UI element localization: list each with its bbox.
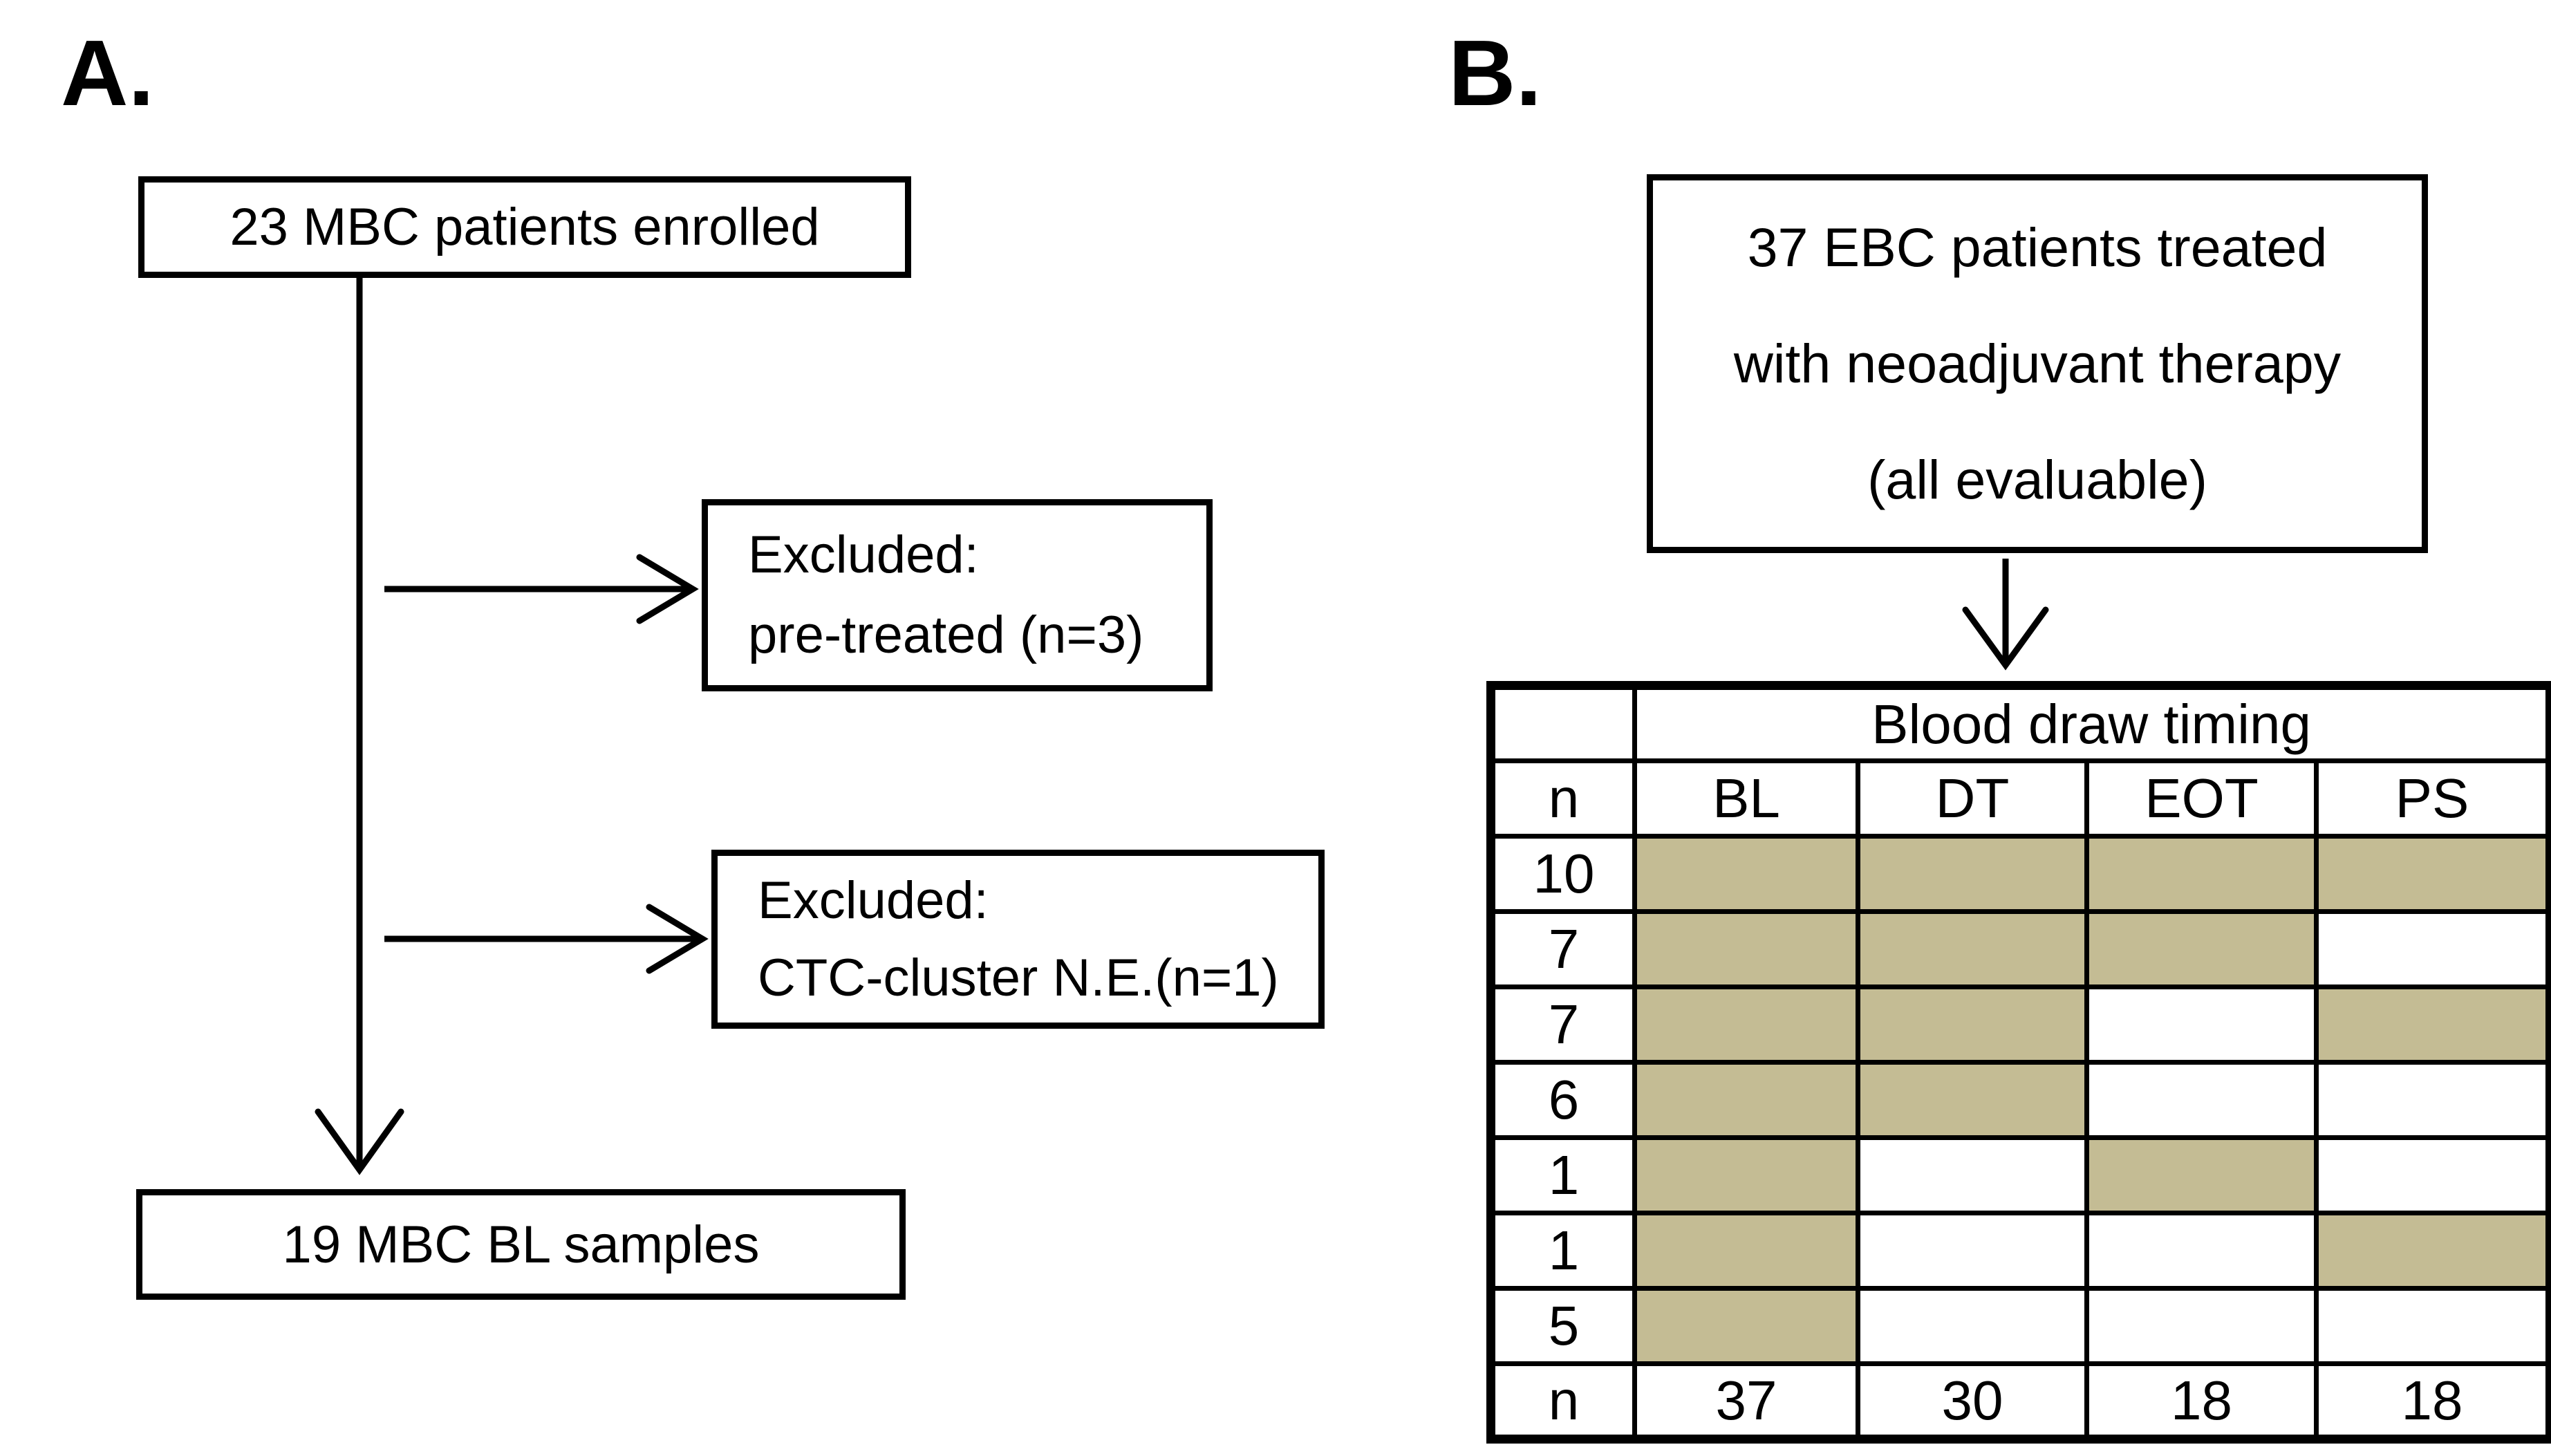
draw-available-cell xyxy=(2084,909,2319,989)
draw-missing-cell xyxy=(2313,1286,2551,1366)
totals-value-cell: 37 xyxy=(1632,1361,1860,1441)
draw-available-cell xyxy=(2084,1135,2319,1215)
draw-available-cell xyxy=(1632,834,1860,914)
draw-missing-cell xyxy=(2313,909,2551,989)
ebc-patients-line1: 37 EBC patients treated xyxy=(1747,216,2328,278)
draw-available-cell xyxy=(1856,984,2089,1065)
excluded-ctc-cluster-line1: Excluded: xyxy=(758,870,989,930)
totals-value-cell: 30 xyxy=(1856,1361,2089,1441)
column-header-row: n BL DT EOT PS xyxy=(1488,758,2551,839)
draw-missing-cell xyxy=(2084,984,2319,1065)
group-count-cell: 6 xyxy=(1488,1060,1637,1140)
draw-missing-cell xyxy=(2084,1211,2319,1291)
patient-group-row: 7 xyxy=(1488,909,2551,989)
bl-samples-box-text: 19 MBC BL samples xyxy=(282,1215,760,1274)
arrowhead-to-excluded-1 xyxy=(636,554,699,624)
ebc-patients-box: 37 EBC patients treated with neoadjuvant… xyxy=(1647,174,2428,553)
arrowhead-down-panel-a xyxy=(315,1108,404,1175)
draw-available-cell xyxy=(2313,984,2551,1065)
totals-value-cell: 18 xyxy=(2313,1361,2551,1441)
excluded-pretreated-box: Excluded: pre-treated (n=3) xyxy=(702,499,1213,691)
draw-available-cell xyxy=(1856,834,2089,914)
excluded-pretreated-line2: pre-treated (n=3) xyxy=(748,606,1144,664)
group-count-cell: 5 xyxy=(1488,1286,1637,1366)
group-count-cell: 10 xyxy=(1488,834,1637,914)
ebc-patients-line2: with neoadjuvant therapy xyxy=(1733,333,2342,394)
table-corner-cell xyxy=(1488,683,1637,763)
draw-available-cell xyxy=(2084,834,2319,914)
enrolled-box-text: 23 MBC patients enrolled xyxy=(230,198,820,256)
arrowhead-to-excluded-2 xyxy=(646,904,709,974)
column-header-dt: DT xyxy=(1856,758,2089,839)
column-header-eot: EOT xyxy=(2084,758,2319,839)
draw-available-cell xyxy=(2313,1211,2551,1291)
excluded-pretreated-line1: Excluded: xyxy=(748,525,979,584)
draw-missing-cell xyxy=(2084,1286,2319,1366)
patient-group-row: 6 xyxy=(1488,1060,2551,1140)
group-count-cell: 7 xyxy=(1488,984,1637,1065)
draw-missing-cell xyxy=(1856,1211,2089,1291)
draw-missing-cell xyxy=(2313,1060,2551,1140)
draw-available-cell xyxy=(1632,1060,1860,1140)
draw-missing-cell xyxy=(1856,1135,2089,1215)
arrowhead-down-panel-b xyxy=(1962,606,2049,671)
patient-group-row: 10 xyxy=(1488,834,2551,914)
totals-value-cell: 18 xyxy=(2084,1361,2319,1441)
patient-group-row: 1 xyxy=(1488,1135,2551,1215)
draw-available-cell xyxy=(1632,909,1860,989)
totals-label-cell: n xyxy=(1488,1361,1637,1441)
excluded-ctc-cluster-line2: CTC-cluster N.E.(n=1) xyxy=(758,948,1279,1007)
bl-samples-box: 19 MBC BL samples xyxy=(136,1189,906,1300)
column-header-n: n xyxy=(1488,758,1637,839)
draw-missing-cell xyxy=(2084,1060,2319,1140)
ebc-patients-line3: (all evaluable) xyxy=(1867,449,2207,510)
draw-available-cell xyxy=(2313,834,2551,914)
column-header-bl: BL xyxy=(1632,758,1860,839)
group-count-cell: 1 xyxy=(1488,1211,1637,1291)
patient-group-row: 5 xyxy=(1488,1286,2551,1366)
draw-available-cell xyxy=(1856,909,2089,989)
draw-available-cell xyxy=(1632,1286,1860,1366)
patient-group-row: 1 xyxy=(1488,1211,2551,1291)
draw-missing-cell xyxy=(2313,1135,2551,1215)
draw-available-cell xyxy=(1632,1211,1860,1291)
enrolled-box: 23 MBC patients enrolled xyxy=(138,176,911,278)
timing-title-row: Blood draw timing xyxy=(1488,683,2551,763)
panel-a-label: A. xyxy=(61,21,154,125)
column-header-ps: PS xyxy=(2313,758,2551,839)
group-count-cell: 7 xyxy=(1488,909,1637,989)
panel-b-label: B. xyxy=(1448,21,1542,125)
totals-row: n 37 30 18 18 xyxy=(1488,1361,2551,1441)
timing-table-body: 10 7 7 6 1 1 5 n 37 30 18 18 xyxy=(1488,834,2551,1441)
excluded-ctc-cluster-box: Excluded: CTC-cluster N.E.(n=1) xyxy=(711,850,1325,1029)
blood-draw-timing-table: Blood draw timing n BL DT EOT PS 10 7 7 6 1 1… xyxy=(1486,681,2551,1444)
patient-group-row: 7 xyxy=(1488,984,2551,1065)
draw-missing-cell xyxy=(1856,1286,2089,1366)
blood-draw-timing-header: Blood draw timing xyxy=(1632,683,2551,763)
draw-available-cell xyxy=(1632,1135,1860,1215)
group-count-cell: 1 xyxy=(1488,1135,1637,1215)
draw-available-cell xyxy=(1856,1060,2089,1140)
draw-available-cell xyxy=(1632,984,1860,1065)
